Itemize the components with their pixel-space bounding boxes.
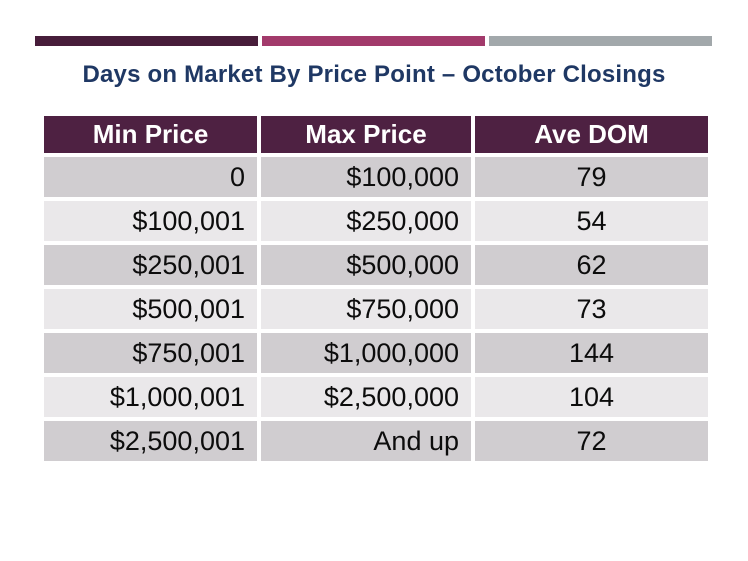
max-price-cell: $2,500,000 bbox=[257, 373, 475, 421]
accent-bar-gray bbox=[489, 36, 712, 46]
price-point-table: Min Price Max Price Ave DOM 0 $100,000 7… bbox=[40, 112, 712, 465]
column-header-max-price: Max Price bbox=[257, 112, 475, 157]
ave-dom-cell: 62 bbox=[471, 241, 712, 289]
max-price-cell: And up bbox=[257, 417, 475, 465]
ave-dom-cell: 73 bbox=[471, 285, 712, 333]
min-price-cell: $1,000,001 bbox=[40, 373, 261, 421]
table-row: $250,001 $500,000 62 bbox=[40, 241, 712, 289]
max-price-cell: $500,000 bbox=[257, 241, 475, 289]
min-price-cell: $500,001 bbox=[40, 285, 261, 333]
table-row: $100,001 $250,000 54 bbox=[40, 197, 712, 245]
table-row: $750,001 $1,000,000 144 bbox=[40, 329, 712, 377]
max-price-cell: $100,000 bbox=[257, 153, 475, 201]
slide-title: Days on Market By Price Point – October … bbox=[82, 61, 666, 88]
accent-bar-dark-plum bbox=[35, 36, 258, 46]
min-price-cell: 0 bbox=[40, 153, 261, 201]
table-header-row: Min Price Max Price Ave DOM bbox=[40, 112, 712, 157]
column-header-ave-dom: Ave DOM bbox=[471, 112, 712, 157]
min-price-cell: $750,001 bbox=[40, 329, 261, 377]
max-price-cell: $250,000 bbox=[257, 197, 475, 245]
ave-dom-cell: 72 bbox=[471, 417, 712, 465]
max-price-cell: $750,000 bbox=[257, 285, 475, 333]
min-price-cell: $250,001 bbox=[40, 241, 261, 289]
min-price-cell: $2,500,001 bbox=[40, 417, 261, 465]
max-price-cell: $1,000,000 bbox=[257, 329, 475, 377]
table-row: $500,001 $750,000 73 bbox=[40, 285, 712, 333]
ave-dom-cell: 144 bbox=[471, 329, 712, 377]
table-row: 0 $100,000 79 bbox=[40, 153, 712, 201]
ave-dom-cell: 104 bbox=[471, 373, 712, 421]
ave-dom-cell: 79 bbox=[471, 153, 712, 201]
table-row: $2,500,001 And up 72 bbox=[40, 417, 712, 465]
accent-bars bbox=[35, 36, 712, 46]
table-row: $1,000,001 $2,500,000 104 bbox=[40, 373, 712, 421]
ave-dom-cell: 54 bbox=[471, 197, 712, 245]
column-header-min-price: Min Price bbox=[40, 112, 261, 157]
accent-bar-magenta bbox=[262, 36, 485, 46]
min-price-cell: $100,001 bbox=[40, 197, 261, 245]
